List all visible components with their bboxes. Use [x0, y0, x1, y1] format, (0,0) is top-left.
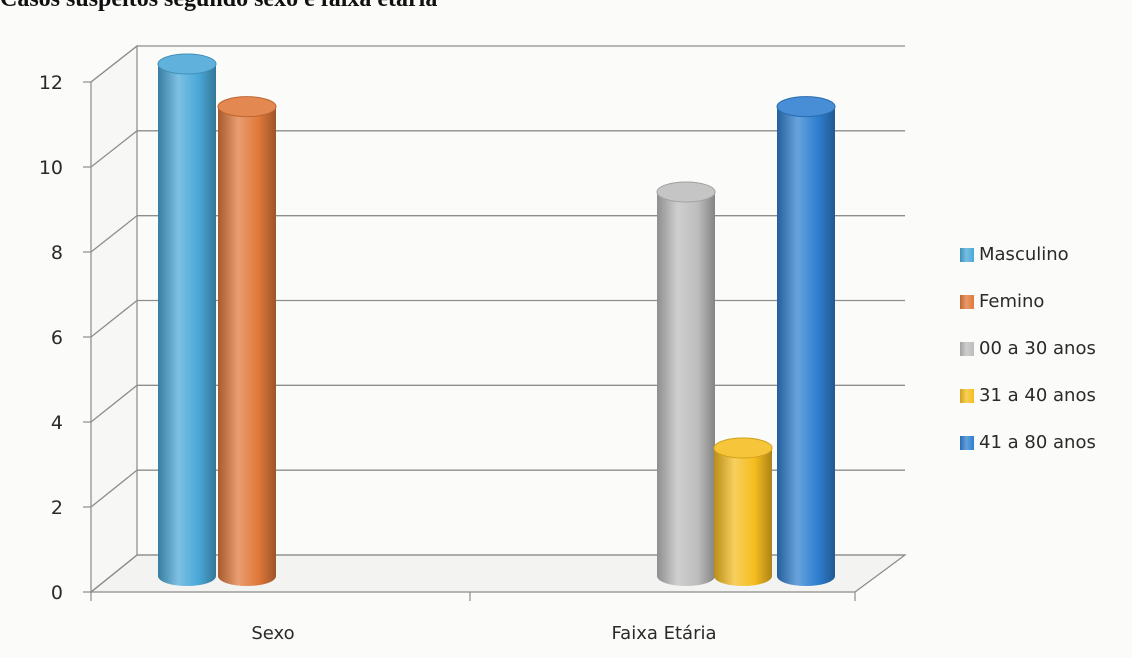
legend-label: Masculino [979, 244, 1069, 265]
legend-label: 41 a 80 anos [979, 432, 1096, 453]
legend-item: Masculino [960, 231, 1130, 278]
bar-top [157, 53, 217, 75]
bar-masculino [157, 53, 217, 586]
x-tick-label: Sexo [251, 623, 294, 644]
legend-item: 00 a 30 anos [960, 325, 1130, 372]
y-tick-label: 0 [51, 582, 63, 604]
gridline [90, 384, 905, 423]
legend-item: 41 a 80 anos [960, 419, 1130, 466]
bar-31-a-40-anos [713, 437, 773, 586]
legend-label: 31 a 40 anos [979, 385, 1096, 406]
legend-label: Femino [979, 291, 1045, 312]
legend: Masculino Femino 00 a 30 anos 31 a 40 anos 4… [960, 231, 1130, 466]
bar-41-a-80-anos [776, 96, 836, 587]
bar-top [656, 181, 716, 203]
legend-swatch [960, 435, 974, 450]
bar-body [158, 64, 216, 586]
bar-top [713, 437, 773, 459]
x-tick-label: Faixa Etária [611, 623, 716, 644]
legend-swatch [960, 294, 974, 309]
y-tick-label: 6 [51, 327, 63, 349]
chart-title: Casos suspeitos segundo sexo e faixa etá… [0, 0, 760, 12]
gridline [90, 130, 905, 168]
gridline [90, 554, 905, 593]
bar-00-a-30-anos [656, 181, 716, 586]
y-tick-label: 12 [39, 72, 63, 94]
gridline [90, 45, 905, 83]
gridline [90, 215, 905, 253]
legend-swatch [960, 388, 974, 403]
bars [157, 53, 836, 587]
legend-swatch [960, 341, 974, 356]
gridlines [90, 45, 905, 593]
y-tick-label: 10 [39, 157, 63, 179]
legend-item: Femino [960, 278, 1130, 325]
bar-body [777, 106, 835, 587]
bar-top [217, 96, 277, 118]
bar-body [714, 448, 772, 586]
gridline [90, 469, 905, 508]
y-tick-label: 2 [51, 497, 63, 519]
bar-top [776, 96, 836, 118]
y-axis-ticks: 0 2 4 6 8 10 12 [39, 72, 91, 604]
legend-label: 00 a 30 anos [979, 338, 1096, 359]
x-axis-labels: Sexo Faixa Etária [90, 592, 856, 644]
y-tick-label: 4 [51, 412, 63, 434]
bar-femino [217, 96, 277, 587]
legend-item: 31 a 40 anos [960, 372, 1130, 419]
y-tick-label: 8 [51, 242, 63, 264]
legend-swatch [960, 247, 974, 262]
bar-body [657, 192, 715, 586]
bar-body [218, 106, 276, 587]
gridline [90, 299, 905, 338]
